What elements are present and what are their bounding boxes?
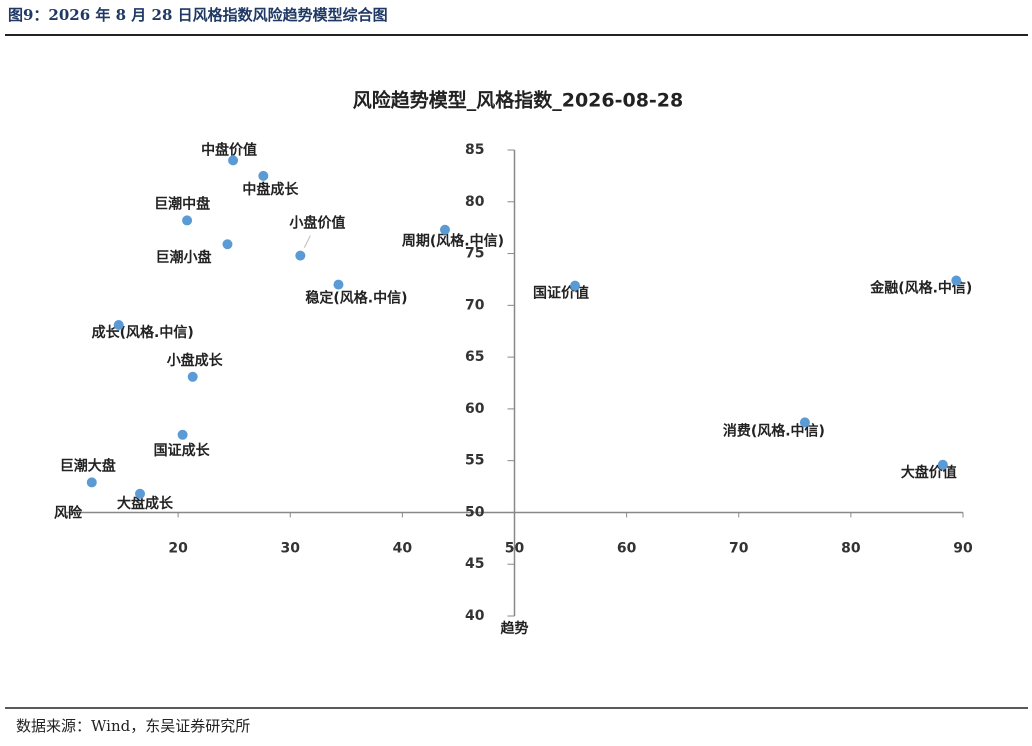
point-label: 中盘成长 — [242, 181, 299, 198]
point-label: 巨潮小盘 — [155, 249, 211, 266]
y-tick-label: 85 — [465, 142, 484, 158]
point — [86, 477, 97, 488]
point-label: 金融(风格.中信) — [869, 279, 972, 296]
y-tick-label: 40 — [465, 608, 485, 624]
x-tick-label: 90 — [953, 540, 973, 556]
x-axis-label: 风险 — [54, 504, 83, 521]
point-label: 大盘价值 — [901, 464, 957, 481]
x-tick-label: 50 — [505, 540, 525, 556]
x-tick-label: 80 — [841, 540, 861, 556]
point — [951, 275, 962, 286]
point — [135, 488, 146, 499]
point-label: 大盘成长 — [117, 495, 174, 512]
y-tick-label: 75 — [465, 246, 484, 262]
point — [228, 155, 239, 166]
point-label: 中盘价值 — [201, 141, 257, 158]
point — [937, 459, 948, 470]
point — [113, 320, 124, 331]
x-tick-label: 40 — [393, 540, 413, 556]
x-tick-label: 70 — [729, 540, 749, 556]
point — [177, 429, 188, 440]
point-label: 巨潮中盘 — [154, 195, 210, 212]
point-label: 小盘成长 — [167, 352, 224, 369]
point-label: 消费(风格.中信) — [723, 422, 825, 439]
leader-line — [303, 235, 311, 248]
y-tick-label: 60 — [465, 401, 485, 417]
y-tick-label: 45 — [465, 556, 484, 572]
source-note: 数据来源：Wind，东吴证券研究所 — [16, 717, 250, 735]
point — [295, 250, 306, 261]
chart-title: 风险趋势模型_风格指数_2026-08-28 — [353, 89, 684, 112]
point — [187, 371, 198, 382]
point — [222, 239, 233, 250]
y-tick-label: 65 — [465, 349, 484, 365]
y-tick-label: 70 — [465, 297, 485, 313]
y-tick-label: 50 — [465, 504, 485, 520]
x-tick-label: 60 — [617, 540, 637, 556]
point — [258, 170, 269, 181]
x-tick-label: 30 — [281, 540, 301, 556]
point-label: 巨潮大盘 — [60, 457, 116, 474]
point — [182, 215, 193, 226]
figure-header: 图9：2026 年 8 月 28 日风格指数风险趋势模型综合图 — [8, 6, 388, 24]
point — [799, 417, 810, 428]
point-label: 国证价值 — [533, 285, 589, 302]
point — [570, 280, 581, 291]
x-tick-label: 20 — [168, 540, 188, 556]
point-label: 稳定(风格.中信) — [305, 290, 407, 307]
point — [439, 224, 450, 235]
point — [333, 279, 344, 290]
y-axis-label: 趋势 — [501, 620, 529, 637]
y-tick-label: 55 — [465, 453, 484, 469]
point-label: 成长(风格.中信) — [92, 324, 194, 341]
point-label: 国证成长 — [154, 442, 211, 459]
point-label: 小盘价值 — [289, 215, 345, 232]
y-tick-label: 80 — [465, 194, 485, 210]
point-label: 周期(风格.中信) — [402, 233, 504, 250]
